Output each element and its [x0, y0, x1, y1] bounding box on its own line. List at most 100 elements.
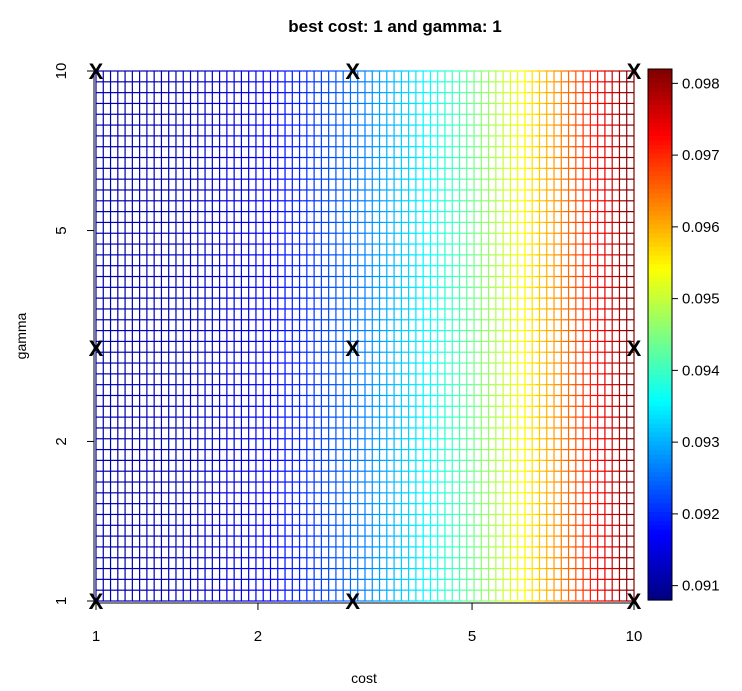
- colorbar-band: [648, 440, 672, 446]
- colorbar-band: [648, 237, 672, 243]
- colorbar-band: [648, 515, 672, 521]
- colorbar-band: [648, 577, 672, 583]
- x-tick-label: 1: [92, 628, 100, 645]
- colorbar-tick-label: 0.091: [682, 578, 720, 595]
- colorbar-band: [648, 126, 672, 132]
- colorbar-band: [648, 586, 672, 592]
- colorbar-tick-label: 0.092: [682, 506, 720, 523]
- colorbar-band: [648, 356, 672, 362]
- colorbar-band: [648, 250, 672, 256]
- colorbar-band: [648, 228, 672, 234]
- colorbar-band: [648, 321, 672, 327]
- colorbar-band: [648, 148, 672, 154]
- colorbar-band: [648, 95, 672, 101]
- colorbar-band: [648, 263, 672, 269]
- colorbar-band: [648, 299, 672, 305]
- colorbar-band: [648, 498, 672, 504]
- colorbar-band: [648, 192, 672, 198]
- colorbar-band: [648, 285, 672, 291]
- grid-point-marker: X: [627, 59, 642, 84]
- grid-point-marker: X: [627, 589, 642, 614]
- colorbar-band: [648, 392, 672, 398]
- colorbar-band: [648, 135, 672, 141]
- colorbar-band: [648, 104, 672, 110]
- colorbar-band: [648, 338, 672, 344]
- x-axis-label: cost: [351, 670, 377, 686]
- colorbar-band: [648, 396, 672, 402]
- colorbar-band: [648, 241, 672, 247]
- colorbar-band: [648, 334, 672, 340]
- colorbar-band: [648, 117, 672, 123]
- grid-point-marker: X: [345, 59, 360, 84]
- colorbar-band: [648, 210, 672, 216]
- colorbar-band: [648, 352, 672, 358]
- colorbar-band: [648, 582, 672, 588]
- colorbar-band: [648, 73, 672, 79]
- colorbar-band: [648, 281, 672, 287]
- colorbar-band: [648, 374, 672, 380]
- colorbar-band: [648, 511, 672, 517]
- colorbar-band: [648, 312, 672, 318]
- colorbar-band: [648, 462, 672, 468]
- colorbar-band: [648, 383, 672, 389]
- colorbar-tick-label: 0.095: [682, 291, 720, 308]
- colorbar-band: [648, 122, 672, 128]
- colorbar-band: [648, 153, 672, 159]
- colorbar-band: [648, 166, 672, 172]
- y-tick-label: 2: [53, 437, 70, 445]
- colorbar-band: [648, 387, 672, 393]
- x-tick-label: 5: [468, 628, 476, 645]
- grid-point-marker: X: [345, 336, 360, 361]
- colorbar-band: [648, 369, 672, 375]
- colorbar-band: [648, 69, 672, 75]
- y-axis-label: gamma: [13, 312, 29, 359]
- colorbar-band: [648, 184, 672, 190]
- colorbar-band: [648, 480, 672, 486]
- colorbar-band: [648, 91, 672, 97]
- axes: 1 2 5 10 1 2 5 10: [53, 63, 642, 645]
- colorbar-band: [648, 471, 672, 477]
- colorbar-band: [648, 307, 672, 313]
- colorbar-band: [648, 423, 672, 429]
- colorbar-band: [648, 82, 672, 88]
- colorbar-band: [648, 400, 672, 406]
- colorbar-band: [648, 445, 672, 451]
- colorbar-band: [648, 449, 672, 455]
- colorbar-band: [648, 157, 672, 163]
- surface-grid: [95, 70, 635, 602]
- colorbar-band: [648, 493, 672, 499]
- colorbar-band: [648, 294, 672, 300]
- colorbar-band: [648, 378, 672, 384]
- colorbar-band: [648, 524, 672, 530]
- colorbar-band: [648, 77, 672, 83]
- x-tick-label: 2: [254, 628, 262, 645]
- grid-point-markers: X X X X X X X X X: [89, 59, 642, 614]
- colorbar-band: [648, 436, 672, 442]
- colorbar-band: [648, 551, 672, 557]
- colorbar-band: [648, 476, 672, 482]
- colorbar-band: [648, 215, 672, 221]
- colorbar-band: [648, 484, 672, 490]
- x-tick-label: 10: [626, 628, 643, 645]
- colorbar-band: [648, 325, 672, 331]
- colorbar-band: [648, 303, 672, 309]
- colorbar-band: [648, 502, 672, 508]
- grid-point-marker: X: [89, 589, 104, 614]
- colorbar-tick-label: 0.094: [682, 362, 720, 379]
- colorbar-band: [648, 467, 672, 473]
- grid-point-marker: X: [89, 336, 104, 361]
- colorbar-band: [648, 113, 672, 119]
- colorbar-band: [648, 259, 672, 265]
- colorbar-band: [648, 414, 672, 420]
- colorbar-band: [648, 529, 672, 535]
- colorbar-band: [648, 405, 672, 411]
- colorbar-band: [648, 546, 672, 552]
- colorbar-band: [648, 365, 672, 371]
- colorbar-band: [648, 347, 672, 353]
- colorbar-band: [648, 268, 672, 274]
- colorbar-band: [648, 139, 672, 145]
- colorbar: 0.091 0.092 0.093 0.094 0.095 0.096 0.097 0.098: [647, 68, 720, 601]
- colorbar-band: [648, 538, 672, 544]
- colorbar-band: [648, 179, 672, 185]
